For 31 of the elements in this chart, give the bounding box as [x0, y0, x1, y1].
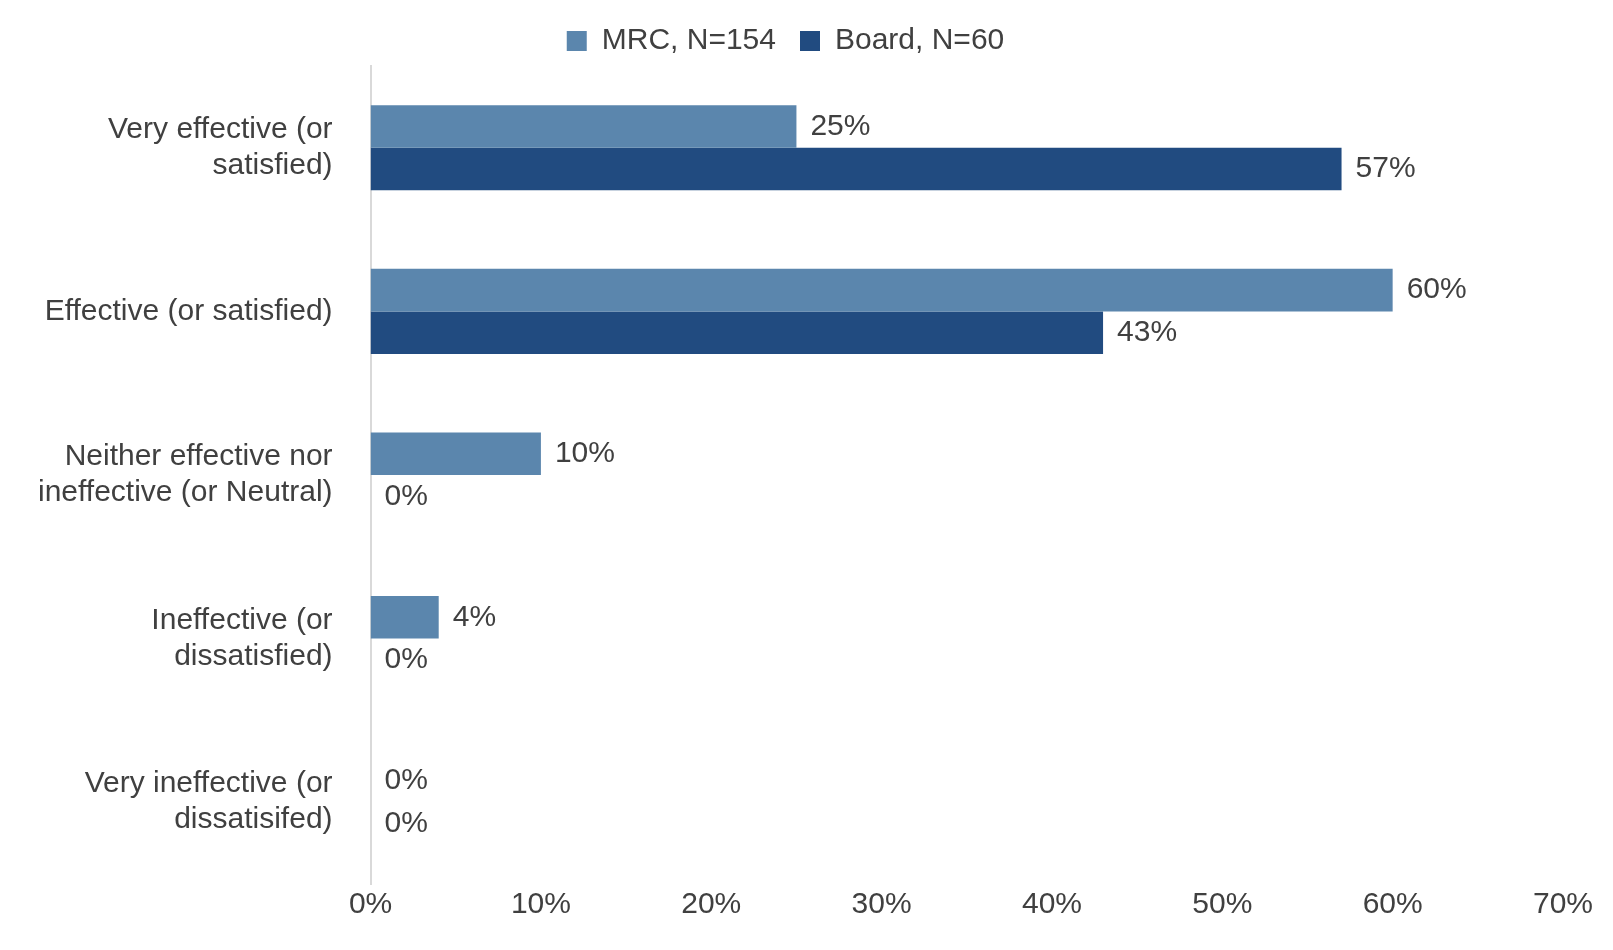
bar: [370, 311, 1104, 354]
data-label: 0%: [384, 641, 428, 675]
legend-label: Board, N=60: [834, 22, 1005, 56]
x-tick-label: 60%: [1362, 886, 1423, 920]
x-tick-label: 40%: [1021, 886, 1082, 920]
data-label: 43%: [1117, 313, 1178, 347]
data-label: 0%: [384, 804, 428, 838]
bar: [370, 596, 439, 639]
data-label: 60%: [1406, 271, 1467, 305]
data-label: 57%: [1355, 150, 1416, 184]
data-label: 25%: [810, 107, 871, 141]
data-label: 0%: [384, 477, 428, 511]
data-label: 4%: [452, 598, 497, 632]
legend-label: MRC, N=154: [601, 22, 776, 56]
data-label: 10%: [554, 435, 615, 468]
x-tick-label: 10%: [510, 886, 571, 920]
y-tick-label: Neither effective nor ineffective (or Neutral): [37, 438, 333, 508]
bar: [370, 147, 1342, 191]
bar: [370, 432, 541, 475]
data-label: 0%: [384, 762, 428, 796]
y-tick-label: Ineffective (or dissatisfied): [151, 601, 333, 671]
x-tick-label: 30%: [851, 886, 912, 920]
x-tick-label: 50%: [1192, 886, 1253, 920]
y-tick-label: Very ineffective (or dissatisifed): [84, 765, 333, 835]
x-tick-label: 20%: [681, 886, 742, 920]
y-tick-label: Effective (or satisfied): [44, 292, 333, 326]
x-tick-label: 70%: [1532, 886, 1594, 920]
x-tick-label: 0%: [348, 886, 393, 920]
bar: [370, 268, 1393, 312]
y-tick-label: Very effective (or satisfied): [108, 111, 333, 181]
bar: [370, 105, 797, 148]
